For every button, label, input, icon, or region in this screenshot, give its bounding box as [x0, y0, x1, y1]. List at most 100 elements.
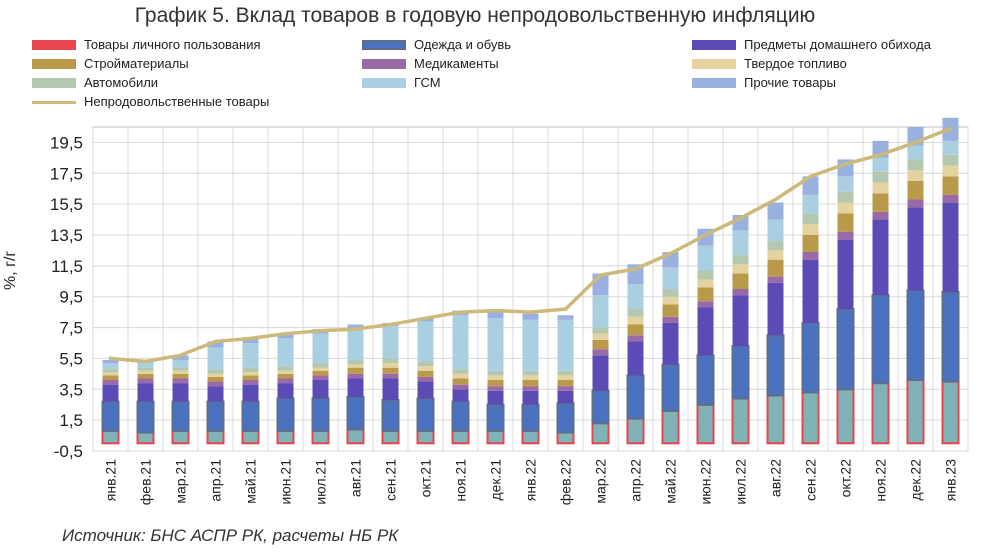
bar-segment — [277, 366, 294, 371]
bar-segment — [102, 369, 119, 373]
bar-segment — [487, 390, 504, 405]
x-tick-label: янв.21 — [103, 459, 119, 501]
bar-segment — [732, 273, 749, 289]
bar-segment — [557, 386, 574, 391]
bar-segment — [241, 429, 260, 445]
bar-segment — [172, 355, 189, 360]
bar-segment — [102, 375, 119, 381]
bar-segment — [416, 397, 435, 432]
bar-segment — [312, 363, 329, 368]
bar-segment — [942, 154, 959, 166]
bar-segment — [172, 383, 189, 402]
bar-segment — [276, 429, 295, 445]
bar-segment — [381, 429, 400, 445]
bar-segment — [872, 182, 889, 194]
bar-segment — [872, 219, 889, 296]
legend-swatch — [362, 59, 406, 69]
bar-segment — [452, 389, 469, 402]
bar-segment — [451, 400, 470, 432]
bar-segment — [522, 390, 539, 405]
bar-segment — [452, 378, 469, 385]
bar-segment — [942, 194, 959, 203]
bar-segment — [627, 341, 644, 376]
bar-segment — [347, 329, 364, 360]
bar-segment — [592, 327, 609, 334]
bar-segment — [836, 308, 855, 391]
bar-segment — [102, 372, 119, 376]
bar-segment — [206, 400, 225, 432]
x-tick-label: сен.21 — [383, 459, 399, 501]
y-tick-label: 3,5 — [59, 380, 83, 399]
legend-label: Стройматериалы — [84, 56, 189, 71]
bar-segment — [207, 347, 224, 370]
y-tick-label: -0,5 — [54, 442, 83, 461]
bar-segment — [242, 372, 259, 376]
bar-segment — [627, 309, 644, 317]
bar-segment — [767, 259, 784, 277]
bar-segment — [872, 171, 889, 183]
bar-segment — [766, 394, 785, 445]
bar-segment — [801, 391, 820, 445]
bar-segment — [382, 358, 399, 364]
bar-segment — [172, 359, 189, 368]
bar-segment — [871, 294, 890, 385]
bar-segment — [486, 429, 505, 445]
legend-swatch — [692, 78, 736, 88]
bar-segment — [557, 319, 574, 371]
x-tick-label: июн.21 — [278, 459, 294, 505]
bar-segment — [242, 367, 259, 373]
bar-segment — [347, 359, 364, 365]
bar-segment — [381, 399, 400, 432]
bar-segment — [417, 321, 434, 362]
bar-segment — [137, 363, 154, 368]
bar-segment — [732, 295, 749, 347]
bar-segment — [137, 370, 154, 374]
legend-label: ГСМ — [414, 75, 441, 90]
x-tick-label: фев.22 — [558, 459, 574, 505]
bar-segment — [662, 296, 679, 305]
x-tick-label: янв.22 — [523, 459, 539, 501]
x-tick-label: апр.21 — [208, 459, 224, 502]
bar-segment — [626, 374, 645, 420]
bar-segment — [557, 390, 574, 404]
bar-segment — [346, 396, 365, 431]
bar-segment — [137, 383, 154, 402]
bar-segment — [662, 289, 679, 297]
bar-segment — [312, 380, 329, 399]
x-tick-label: ноя.21 — [453, 459, 469, 502]
y-tick-label: 19,5 — [50, 133, 83, 152]
x-tick-label: июл.21 — [313, 459, 329, 505]
legend-swatch — [32, 78, 76, 88]
bar-segment — [557, 380, 574, 387]
bar-segment — [662, 267, 679, 289]
bar-segment — [941, 291, 960, 383]
bar-segment — [102, 384, 119, 402]
bar-segment — [207, 381, 224, 387]
bar-segment — [137, 373, 154, 379]
bar-segment — [487, 312, 504, 319]
bar-segment — [347, 373, 364, 379]
bar-segment — [382, 373, 399, 379]
bar-segment — [382, 363, 399, 368]
bar-segment — [382, 326, 399, 359]
bar-segment — [207, 386, 224, 402]
bar-segment — [837, 191, 854, 203]
bar-segment — [662, 316, 679, 323]
bar-segment — [277, 338, 294, 367]
bar-segment — [662, 322, 679, 365]
chart-legend: Товары личного пользования Одежда и обувь… — [32, 36, 982, 112]
bar-segment — [696, 354, 715, 406]
bar-segment — [522, 375, 539, 381]
bar-segment — [101, 429, 120, 445]
x-tick-label: апр.22 — [628, 459, 644, 502]
bar-segment — [627, 335, 644, 342]
x-tick-label: дек.21 — [488, 459, 504, 501]
bar-segment — [836, 388, 855, 445]
bar-segment — [102, 380, 119, 385]
x-tick-label: июн.22 — [698, 459, 714, 505]
source-note: Источник: БНС АСПР РК, расчеты НБ РК — [62, 526, 399, 545]
bar-segment — [451, 429, 470, 445]
x-tick-label: фев.21 — [138, 459, 154, 505]
bar-segment — [697, 270, 714, 280]
bar-segment — [417, 366, 434, 371]
